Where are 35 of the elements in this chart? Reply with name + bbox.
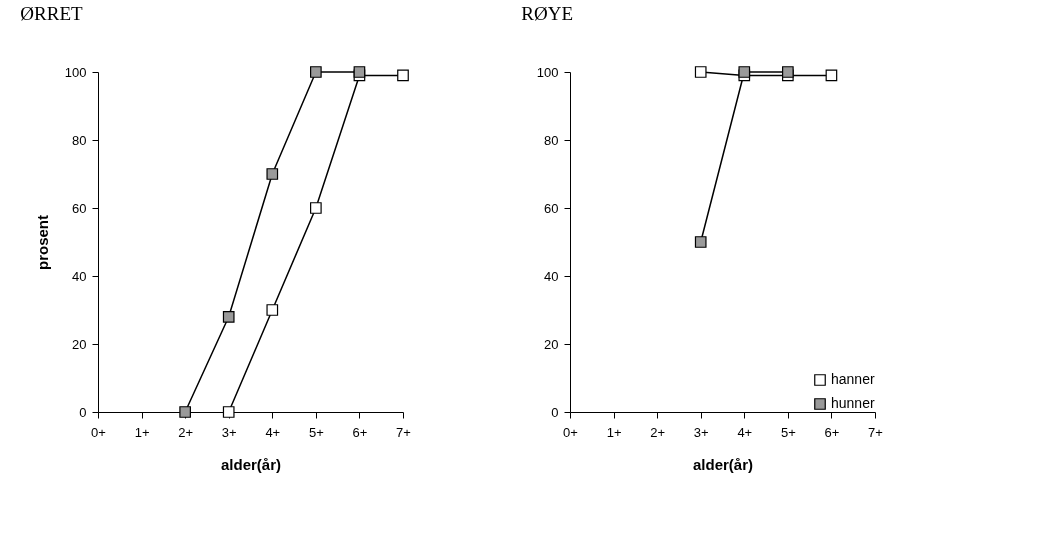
x-tick-label: 0+ (563, 424, 578, 440)
chart-title: RØYE (521, 3, 574, 25)
y-tick-label: 20 (544, 336, 559, 352)
y-tick-label: 20 (72, 336, 87, 352)
y-tick-label: 100 (536, 64, 559, 80)
legend-label: hunner (831, 395, 875, 411)
x-tick-label: 2+ (650, 424, 666, 440)
x-tick-label: 6+ (824, 424, 840, 440)
x-tick-label: 2+ (178, 424, 194, 440)
x-tick-label: 3+ (693, 424, 709, 440)
x-axis-title: alder(år) (692, 455, 754, 473)
x-tick-label: 1+ (134, 424, 150, 440)
x-tick-label: 7+ (396, 424, 411, 440)
x-tick-label: 7+ (868, 424, 883, 440)
x-tick-label: 5+ (308, 424, 324, 440)
y-tick-label: 40 (72, 268, 87, 284)
y-axis-title: prosent (33, 214, 51, 271)
x-tick-label: 5+ (780, 424, 796, 440)
x-tick-label: 4+ (265, 424, 281, 440)
y-tick-label: 80 (544, 132, 559, 148)
x-tick-label: 4+ (737, 424, 753, 440)
y-tick-label: 80 (72, 132, 87, 148)
y-tick-label: 0 (551, 404, 559, 420)
y-tick-label: 100 (64, 64, 87, 80)
x-tick-label: 1+ (606, 424, 622, 440)
x-tick-label: 0+ (91, 424, 106, 440)
chart-title: ØRRET (20, 3, 83, 25)
x-tick-label: 3+ (221, 424, 237, 440)
y-tick-label: 60 (544, 200, 559, 216)
y-tick-label: 40 (544, 268, 559, 284)
x-tick-label: 6+ (352, 424, 368, 440)
y-tick-label: 60 (72, 200, 87, 216)
y-tick-label: 0 (79, 404, 87, 420)
legend-label: hanner (831, 371, 875, 387)
x-axis-title: alder(år) (220, 455, 282, 473)
